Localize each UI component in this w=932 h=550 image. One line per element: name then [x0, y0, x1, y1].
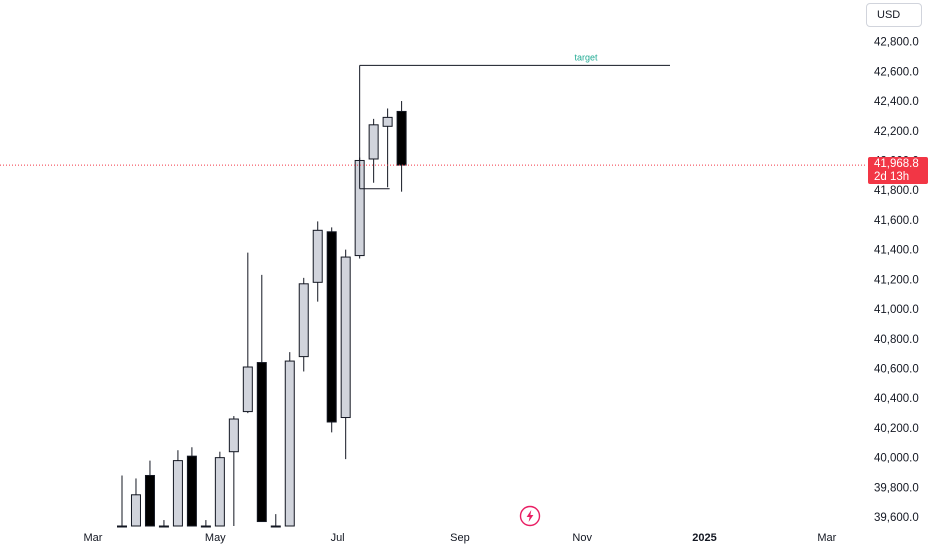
candle-body — [368, 124, 379, 160]
candle-body — [340, 256, 351, 419]
last-price-badge: 41,968.8 2d 13h — [868, 157, 928, 185]
lightning-icon[interactable] — [519, 505, 541, 527]
candle-body — [284, 360, 295, 527]
y-tick-label: 41,400.0 — [874, 245, 919, 257]
candle-body — [382, 116, 393, 127]
candle-body — [200, 525, 211, 528]
y-tick-label: 40,600.0 — [874, 363, 919, 375]
y-tick-label: 41,200.0 — [874, 274, 919, 286]
y-tick-label: 41,600.0 — [874, 215, 919, 227]
target-label: target — [574, 52, 598, 62]
x-tick-label: Nov — [572, 532, 592, 544]
y-tick-label: 42,200.0 — [874, 126, 919, 138]
candles-layer — [117, 101, 407, 528]
y-tick-label: 40,400.0 — [874, 393, 919, 405]
y-tick-label: 40,200.0 — [874, 423, 919, 435]
candle-body — [158, 525, 169, 528]
y-tick-label: 40,800.0 — [874, 334, 919, 346]
price-axis[interactable]: 43,000.042,800.042,600.042,400.042,200.0… — [874, 7, 919, 524]
y-tick-label: 42,400.0 — [874, 96, 919, 108]
candle-body — [242, 366, 253, 413]
candle-body — [172, 460, 183, 527]
currency-button[interactable]: USD — [866, 3, 922, 27]
x-tick-label: Mar — [84, 532, 103, 544]
y-tick-label: 41,000.0 — [874, 304, 919, 316]
y-tick-label: 39,600.0 — [874, 512, 919, 524]
x-tick-label: Jul — [331, 532, 345, 544]
x-tick-label: May — [205, 532, 226, 544]
y-tick-label: 40,000.0 — [874, 453, 919, 465]
x-tick-label: Mar — [817, 532, 836, 544]
time-axis[interactable]: Mar May Jul Sep Nov 2025 Mar — [84, 532, 837, 544]
candle-body — [312, 229, 323, 283]
candle-body — [130, 494, 141, 527]
y-tick-label: 39,800.0 — [874, 482, 919, 494]
bar-countdown: 2d 13h — [874, 171, 910, 184]
x-tick-label: 2025 — [692, 532, 716, 544]
x-tick-label: Sep — [450, 532, 470, 544]
candle-body — [186, 455, 197, 527]
candle-body — [298, 283, 309, 358]
candle-body — [256, 362, 267, 523]
candle-body — [214, 457, 225, 527]
candle-body — [117, 525, 127, 528]
candle-body — [228, 418, 239, 453]
candle-body — [144, 474, 155, 527]
candle-body — [396, 110, 407, 166]
y-tick-label: 41,800.0 — [874, 185, 919, 197]
y-tick-label: 42,600.0 — [874, 66, 919, 78]
y-tick-label: 42,800.0 — [874, 37, 919, 49]
last-price-value: 41,968.8 — [874, 158, 919, 171]
candle-body — [326, 231, 337, 423]
target-annotation[interactable]: target — [359, 52, 670, 190]
candle-body — [270, 525, 281, 528]
